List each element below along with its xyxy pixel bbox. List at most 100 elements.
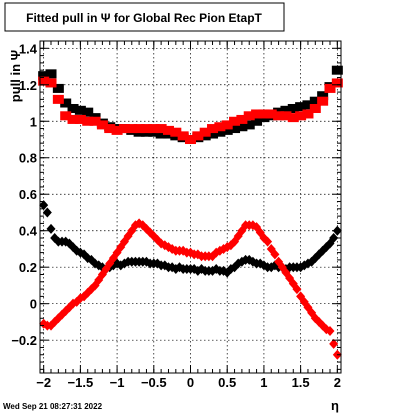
data-point-square [258,109,270,119]
data-point-square [52,83,64,93]
y-tick-label: 0.4 [19,224,38,239]
footer-timestamp: Wed Sep 21 08:27:31 2022 [3,402,103,411]
data-point-diamond [270,249,280,260]
data-point-square [214,122,226,132]
data-point-square [302,109,314,119]
data-point-diamond [119,236,129,247]
data-point-square [331,78,343,88]
data-point-diamond [263,236,273,247]
x-tick-label: 0.5 [218,375,236,390]
data-point-square [309,96,321,106]
data-point-square [155,124,167,134]
x-tick-label: 1 [260,375,267,390]
data-point-square [148,124,160,134]
data-point-square [287,103,299,113]
series-3 [39,218,342,360]
data-point-square [221,125,233,135]
data-point-square [309,103,321,113]
title-box [4,2,285,32]
data-point-square [82,107,94,117]
data-point-square [89,116,101,126]
data-point-square [324,83,336,93]
data-point-square [251,109,263,119]
data-point-square [214,127,226,137]
data-point-square [45,78,57,88]
data-point-square [133,124,145,134]
data-point-square [104,124,116,134]
data-point-diamond [325,326,335,337]
y-tick-label: 0.2 [19,260,37,275]
chart-title: Fitted pull in Ψ for Global Rec Pion Eta… [26,11,262,25]
data-point-square [155,129,167,139]
data-point-square [67,114,79,124]
data-point-square [177,131,189,141]
x-tick-label: 0 [187,375,194,390]
data-point-square [236,114,248,124]
data-point-square [140,124,152,134]
data-point-square [236,122,248,132]
data-point-square [38,71,50,81]
data-point-square [295,102,307,112]
data-point-square [67,103,79,113]
data-point-square [96,120,108,130]
y-tick-label: 1.4 [19,41,38,56]
data-point-square [60,98,72,108]
data-point-diamond [292,284,302,295]
data-point-diamond [46,223,56,234]
x-tick-label: −1 [110,375,125,390]
data-point-square [251,116,263,126]
plot-frame [39,40,342,374]
y-tick-label: 1.2 [19,78,37,93]
data-point-square [317,96,329,106]
data-point-diamond [329,338,339,349]
data-point-square [287,113,299,123]
data-point-square [74,105,86,115]
y-tick-label: 0.6 [19,187,37,202]
data-point-square [199,127,211,137]
data-point-square [317,91,329,101]
data-point-square [170,127,182,137]
data-point-diamond [42,207,52,218]
series-2 [39,200,342,278]
data-point-square [280,111,292,121]
data-point-square [38,76,50,86]
data-point-square [243,111,255,121]
data-point-square [192,131,204,141]
data-point-square [60,111,72,121]
x-tick-label: −2 [36,375,51,390]
data-point-square [265,109,277,119]
series-1 [38,76,343,145]
data-point-square [221,120,233,130]
x-tick-label: −1.5 [68,375,94,390]
data-point-square [302,100,314,110]
data-point-square [126,124,138,134]
data-point-square [207,124,219,134]
axis-ticks [40,41,341,373]
y-tick-label: −0.2 [11,333,37,348]
data-point-square [82,116,94,126]
data-point-square [229,116,241,126]
data-point-square [111,125,123,135]
x-axis-title: η [331,398,339,413]
data-point-square [229,124,241,134]
data-point-square [207,129,219,139]
y-tick-label: 1 [30,114,37,129]
data-point-square [52,94,64,104]
grid [40,41,341,373]
data-point-square [273,111,285,121]
data-point-square [162,125,174,135]
tick-labels: −2 −1.5 −1 −0.5 0 0.5 1 1.5 2 −0.2 0 0.2 0.4 0.6 0.8 1 1… [11,41,341,390]
data-point-square [185,135,196,145]
data-point-square [295,111,307,121]
data-point-square [280,105,292,115]
x-tick-label: 2 [334,375,341,390]
x-tick-label: 1.5 [292,375,310,390]
data-point-square [118,124,130,134]
data-point-square [45,69,57,79]
y-axis-title: pull in Ψ [8,50,23,102]
data-point-diamond [310,253,320,264]
y-tick-label: 0.8 [19,151,37,166]
x-tick-label: −0.5 [141,375,167,390]
data-point-diamond [329,233,339,244]
data-point-diamond [39,200,49,211]
